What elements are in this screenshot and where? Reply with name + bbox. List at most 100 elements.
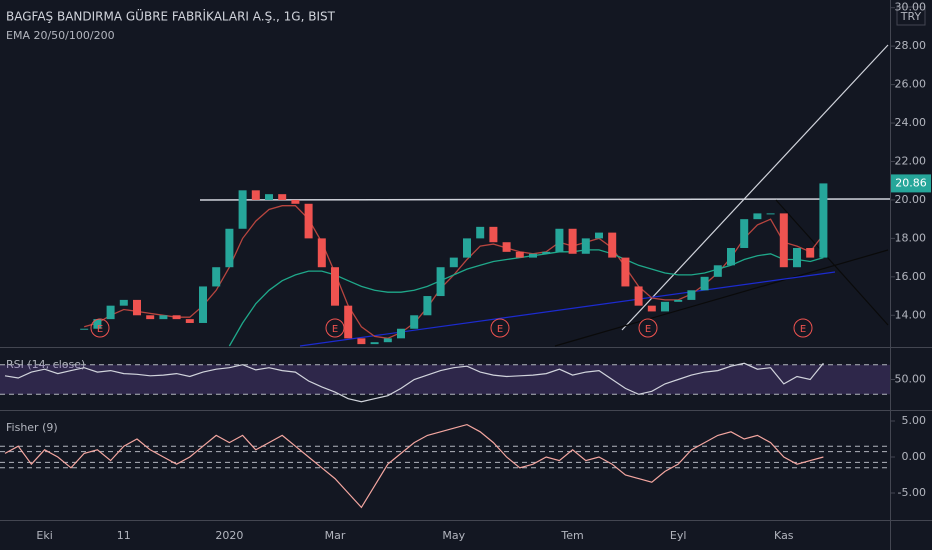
- x-tick-label: 11: [117, 529, 131, 542]
- y-tick-label: 50.00: [895, 373, 927, 386]
- x-tick-label: Eki: [36, 529, 52, 542]
- candle: [291, 199, 300, 204]
- x-tick-label: May: [442, 529, 465, 542]
- y-tick-label: 18.00: [895, 231, 927, 244]
- y-tick-label: 26.00: [895, 78, 927, 91]
- candle: [159, 315, 168, 320]
- candle: [581, 238, 590, 254]
- y-tick-label: 22.00: [895, 154, 927, 167]
- candle: [449, 257, 458, 268]
- earnings-marker: [638, 318, 658, 338]
- earnings-label: E: [497, 324, 503, 335]
- y-tick-label: 14.00: [895, 308, 927, 321]
- candle: [806, 247, 815, 258]
- candle: [146, 315, 155, 320]
- candle: [740, 219, 749, 248]
- earnings-label: E: [800, 324, 806, 335]
- candle: [713, 265, 722, 277]
- candle: [304, 203, 313, 239]
- x-tick-label: Mar: [325, 529, 346, 542]
- candle: [555, 228, 564, 252]
- candle: [331, 267, 339, 306]
- candle: [661, 301, 669, 312]
- y-tick-label: 16.00: [895, 270, 927, 283]
- earnings-label: E: [97, 324, 103, 335]
- candle: [238, 190, 247, 229]
- fisher-title: Fisher (9): [6, 421, 58, 434]
- last-price-box: [891, 174, 931, 193]
- candle: [674, 299, 683, 302]
- candle: [93, 319, 102, 329]
- candle: [608, 232, 617, 258]
- series-line: [228, 249, 824, 347]
- candle: [383, 338, 392, 343]
- candle: [595, 232, 603, 239]
- candle: [278, 194, 287, 200]
- candle: [779, 213, 788, 268]
- candle: [265, 194, 273, 200]
- series-line: [4, 362, 824, 403]
- candle: [119, 299, 128, 306]
- candle: [542, 251, 551, 254]
- y-tick-label: 20.00: [895, 193, 927, 206]
- candle: [436, 267, 445, 297]
- x-tick-label: Tem: [560, 529, 583, 542]
- trend-line: [775, 199, 889, 326]
- y-tick-label: -5.00: [898, 486, 926, 499]
- currency: TRY: [900, 10, 922, 23]
- candle: [370, 342, 379, 345]
- candle: [766, 213, 775, 215]
- candle: [687, 290, 696, 300]
- candle: [106, 305, 115, 320]
- candle: [423, 296, 432, 316]
- candle: [397, 328, 405, 339]
- candle: [344, 305, 353, 339]
- y-tick-label: 30.00: [895, 1, 927, 14]
- earnings-marker: [490, 318, 510, 338]
- y-tick-label: 24.00: [895, 116, 927, 129]
- x-tick-label: Kas: [774, 529, 794, 542]
- candle: [621, 257, 630, 287]
- trend-line: [299, 271, 836, 347]
- y-tick-label: 5.00: [902, 414, 927, 427]
- candle: [476, 226, 485, 239]
- earnings-label: E: [332, 324, 338, 335]
- symbol-title: BAGFAŞ BANDIRMA GÜBRE FABRİKALARI A.Ş., …: [6, 8, 336, 24]
- resistance-line: [199, 198, 891, 201]
- candle: [357, 338, 366, 345]
- trend-line: [554, 249, 889, 347]
- candle: [515, 251, 524, 258]
- earnings-marker: [90, 318, 110, 338]
- candle: [568, 228, 577, 254]
- candle: [80, 328, 89, 330]
- candle: [727, 247, 735, 266]
- series-line: [4, 423, 824, 509]
- candle: [133, 299, 141, 316]
- candle: [647, 305, 656, 312]
- candle: [212, 267, 221, 287]
- last-price: 20.86: [895, 176, 927, 189]
- y-tick-label: 0.00: [902, 450, 927, 463]
- earnings-marker: [793, 318, 813, 338]
- candle: [251, 190, 260, 200]
- currency-box: [896, 6, 926, 26]
- candle: [793, 247, 801, 268]
- candle: [199, 286, 207, 323]
- x-tick-label: 2020: [215, 529, 243, 542]
- candle: [502, 242, 511, 252]
- candle: [225, 228, 234, 268]
- earnings-label: E: [645, 324, 651, 335]
- candle: [185, 319, 194, 323]
- candle: [489, 226, 498, 243]
- candle: [529, 253, 537, 258]
- x-tick-label: Eyl: [670, 529, 687, 542]
- candle: [700, 276, 709, 291]
- trend-line: [621, 44, 889, 331]
- candle: [317, 238, 326, 268]
- y-tick-label: 28.00: [895, 39, 927, 52]
- candle: [410, 315, 419, 329]
- candle: [463, 238, 471, 258]
- candle: [753, 213, 762, 220]
